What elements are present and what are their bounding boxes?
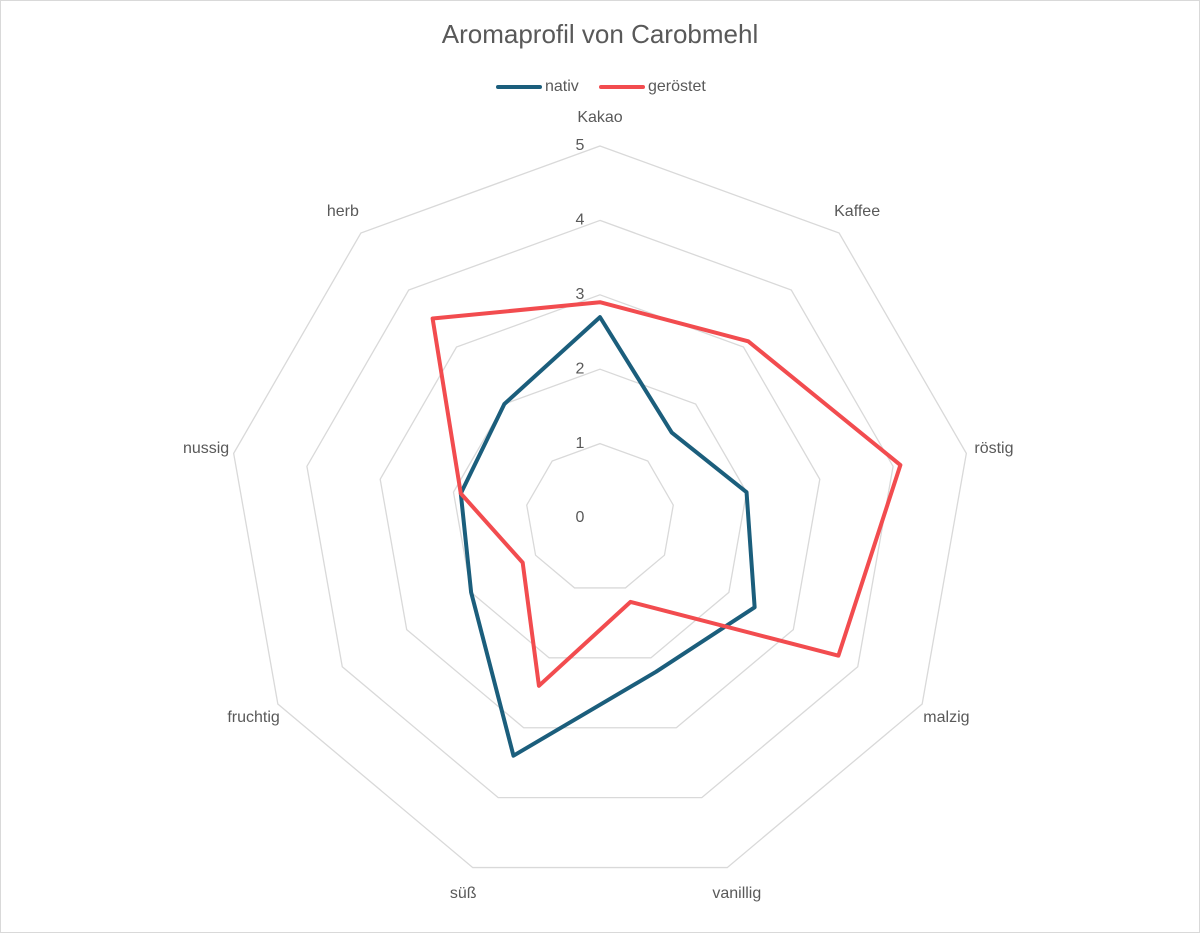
y-tick-label: 3 xyxy=(576,286,585,303)
grid-ring xyxy=(526,442,674,589)
category-label: herb xyxy=(327,203,359,220)
category-label: fruchtig xyxy=(227,709,279,726)
category-label: vanillig xyxy=(712,885,761,902)
y-tick-label: 0 xyxy=(576,509,585,526)
category-label: süß xyxy=(450,885,477,902)
y-tick-label: 1 xyxy=(576,435,585,452)
y-tick-label: 2 xyxy=(576,360,585,377)
category-label: nussig xyxy=(183,440,229,457)
legend-label: nativ xyxy=(545,78,579,95)
legend-label: geröstet xyxy=(648,78,706,95)
category-label: röstig xyxy=(974,440,1013,457)
grid-ring xyxy=(306,219,894,799)
category-label: Kakao xyxy=(577,109,622,126)
series-line xyxy=(430,300,903,688)
grid-ring xyxy=(452,368,748,659)
y-tick-label: 5 xyxy=(576,137,585,154)
category-label: malzig xyxy=(923,709,969,726)
chart-title: Aromaprofil von Carobmehl xyxy=(442,19,758,49)
series-line xyxy=(458,315,757,758)
grid-ring xyxy=(379,294,821,729)
y-tick-label: 4 xyxy=(576,212,585,229)
category-label: Kaffee xyxy=(834,203,880,220)
grid-ring xyxy=(232,145,968,869)
